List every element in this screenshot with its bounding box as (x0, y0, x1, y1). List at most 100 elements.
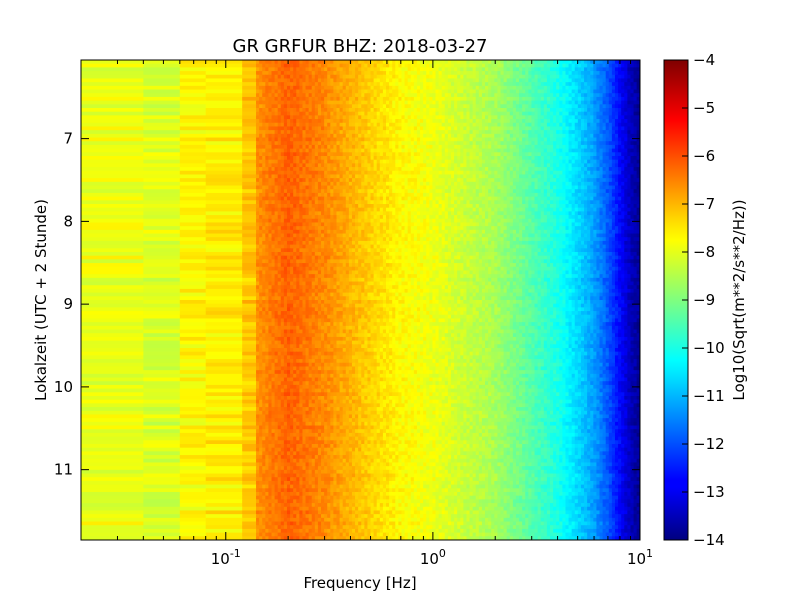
heatmap-cell (633, 159, 638, 164)
heatmap-cell (364, 178, 369, 183)
heatmap-cell (401, 163, 406, 168)
heatmap-cell (401, 144, 406, 150)
heatmap-cell (336, 63, 341, 68)
heatmap-cell (283, 67, 288, 72)
heatmap-cell (500, 178, 505, 183)
heatmap-cell (454, 78, 458, 83)
heatmap-cell (543, 67, 548, 72)
heatmap-cell (327, 163, 331, 168)
heatmap-cell (242, 159, 257, 164)
heatmap-cell (361, 115, 365, 120)
heatmap-cell (280, 85, 285, 91)
heatmap-cell (546, 67, 551, 72)
heatmap-cell (503, 170, 508, 176)
heatmap-cell (636, 111, 640, 116)
heatmap-cell (423, 170, 427, 176)
heatmap-cell (395, 104, 399, 109)
heatmap-cell (426, 67, 430, 72)
heatmap-cell (392, 82, 396, 87)
heatmap-cell (283, 60, 288, 65)
heatmap-cell (512, 93, 517, 98)
heatmap-cell (392, 174, 396, 179)
heatmap-cell (463, 141, 468, 146)
heatmap-cell (503, 141, 508, 146)
heatmap-cell (336, 82, 341, 87)
heatmap-cell (636, 181, 640, 187)
heatmap-cell (515, 130, 520, 135)
heatmap-cell (441, 181, 446, 187)
heatmap-cell (469, 89, 474, 94)
heatmap-cell (450, 67, 455, 72)
heatmap-cell (546, 108, 551, 113)
heatmap-cell (333, 126, 338, 131)
heatmap-cell (605, 89, 610, 94)
heatmap-cell (528, 89, 533, 94)
heatmap-cell (342, 163, 347, 168)
heatmap-cell (404, 60, 409, 65)
heatmap-cell (342, 156, 347, 161)
heatmap-cell (444, 163, 449, 168)
heatmap-cell (574, 108, 579, 113)
heatmap-cell (580, 63, 585, 68)
heatmap-cell (293, 185, 297, 190)
heatmap-cell (432, 93, 437, 98)
heatmap-cell (481, 71, 486, 76)
heatmap-cell (426, 96, 430, 102)
heatmap-cell (478, 96, 483, 102)
heatmap-cell (333, 104, 338, 109)
heatmap-cell (633, 108, 638, 113)
heatmap-cell (568, 178, 573, 183)
heatmap-cell (608, 156, 613, 161)
heatmap-cell (395, 170, 399, 176)
heatmap-cell (481, 167, 486, 172)
heatmap-cell (438, 185, 443, 190)
heatmap-cell (506, 148, 511, 153)
heatmap-cell (242, 78, 257, 83)
heatmap-cell (286, 126, 291, 131)
heatmap-cell (342, 96, 347, 102)
heatmap-cell (491, 71, 495, 76)
heatmap-cell (379, 104, 384, 109)
heatmap-cell (179, 130, 207, 135)
heatmap-cell (574, 60, 579, 65)
heatmap-cell (404, 119, 409, 124)
heatmap-cell (494, 163, 498, 168)
heatmap-cell (327, 181, 331, 187)
heatmap-cell (457, 89, 461, 94)
heatmap-cell (392, 71, 396, 76)
heatmap-cell (283, 104, 288, 109)
heatmap-cell (330, 63, 334, 68)
heatmap-cell (333, 108, 338, 113)
heatmap-cell (540, 167, 545, 172)
heatmap-cell (488, 122, 492, 128)
heatmap-cell (364, 159, 369, 164)
heatmap-cell (494, 174, 498, 179)
heatmap-cell (143, 137, 181, 142)
heatmap-cell (401, 126, 406, 131)
heatmap-cell (342, 108, 347, 113)
heatmap-cell (463, 119, 468, 124)
heatmap-cell (382, 163, 387, 168)
heatmap-cell (143, 185, 181, 190)
heatmap-cell (525, 100, 529, 105)
heatmap-cell (311, 93, 316, 98)
heatmap-cell (587, 156, 591, 161)
heatmap-cell (522, 93, 526, 98)
heatmap-cell (81, 74, 144, 80)
heatmap-cell (441, 167, 446, 172)
heatmap-cell (358, 122, 362, 128)
heatmap-cell (410, 104, 415, 109)
heatmap-cell (584, 74, 588, 80)
heatmap-cell (602, 115, 607, 120)
heatmap-cell (602, 152, 607, 157)
heatmap-cell (509, 167, 514, 172)
heatmap-cell (571, 152, 576, 157)
heatmap-cell (559, 148, 563, 153)
heatmap-cell (283, 152, 288, 157)
heatmap-cell (500, 104, 505, 109)
heatmap-cell (373, 137, 378, 142)
heatmap-cell (488, 119, 492, 124)
heatmap-cell (457, 144, 461, 150)
heatmap-cell (311, 115, 316, 120)
heatmap-cell (143, 60, 181, 65)
